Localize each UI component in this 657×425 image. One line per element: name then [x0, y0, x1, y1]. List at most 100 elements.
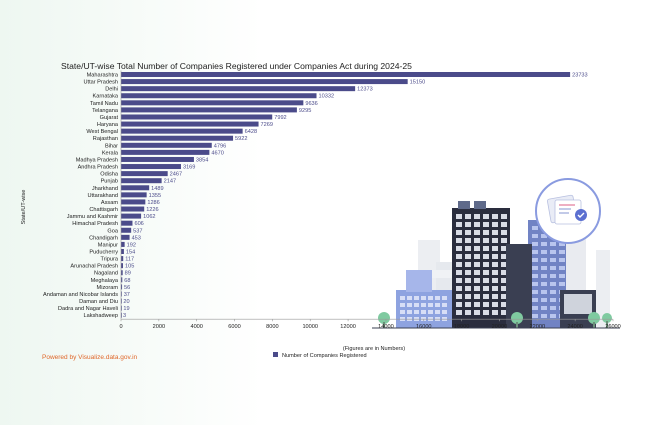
bar[interactable] [121, 284, 123, 290]
bar[interactable] [121, 156, 194, 162]
data-label: 56 [124, 285, 130, 291]
data-label: 1286 [147, 200, 159, 206]
category-label: Meghalaya [91, 278, 119, 284]
data-label: 37 [124, 292, 130, 298]
bar[interactable] [121, 86, 356, 92]
bar[interactable] [121, 135, 234, 141]
bar[interactable] [121, 241, 125, 247]
category-label: Maharashtra [87, 73, 119, 79]
bar[interactable] [121, 277, 123, 283]
x-tick-label: 20000 [492, 324, 508, 330]
data-label: 1062 [143, 214, 155, 220]
bar[interactable] [121, 164, 181, 170]
category-label: Rajasthan [93, 136, 118, 142]
data-label: 5922 [235, 136, 247, 142]
bar[interactable] [121, 227, 132, 233]
category-label: Jammu and Kashmir [67, 214, 118, 220]
category-label: Assam [101, 200, 118, 206]
bar[interactable] [121, 171, 168, 177]
category-label: Delhi [105, 87, 118, 93]
data-label: 68 [124, 278, 130, 284]
bar[interactable] [121, 291, 122, 297]
bar[interactable] [121, 298, 122, 304]
x-tick-label: 22000 [530, 324, 546, 330]
bar[interactable] [121, 72, 571, 77]
data-label: 3854 [196, 157, 208, 163]
data-label: 89 [125, 271, 131, 277]
bar[interactable] [121, 206, 145, 212]
city-illustration [372, 178, 620, 329]
bar[interactable] [121, 93, 317, 99]
bar[interactable] [121, 142, 212, 148]
bar[interactable] [121, 114, 273, 120]
category-label: Lakshadweep [83, 313, 118, 319]
category-label: Madhya Pradesh [76, 157, 118, 163]
bar[interactable] [121, 256, 124, 262]
category-label: Daman and Diu [79, 299, 118, 305]
bar[interactable] [121, 107, 297, 113]
bar[interactable] [121, 305, 122, 311]
data-label: 2467 [170, 172, 182, 178]
data-label: 2147 [164, 179, 176, 185]
data-label: 19 [123, 306, 129, 312]
data-label: 10332 [319, 94, 335, 100]
bar[interactable] [121, 128, 243, 134]
bar[interactable] [121, 234, 130, 240]
category-label: Chandigarh [89, 235, 118, 241]
category-label: Karnataka [93, 94, 119, 100]
bar[interactable] [121, 199, 146, 205]
powered-by-credit: Powered by Visualize.data.gov.in [42, 354, 138, 361]
x-tick-label: 16000 [416, 324, 432, 330]
data-label: 23733 [572, 73, 588, 79]
data-label: 1226 [146, 207, 158, 213]
x-tick-label: 8000 [266, 324, 278, 330]
data-label: 453 [132, 235, 141, 241]
bar[interactable] [121, 249, 124, 254]
bar[interactable] [121, 263, 123, 269]
category-label: Uttar Pradesh [83, 80, 118, 86]
bar[interactable] [121, 178, 162, 184]
data-label: 7269 [261, 122, 273, 128]
data-label: 105 [125, 264, 134, 270]
x-tick-label: 18000 [454, 324, 470, 330]
category-label: Gujarat [100, 115, 119, 121]
category-label: Punjab [101, 179, 118, 185]
bar[interactable] [121, 213, 142, 219]
bar[interactable] [121, 312, 122, 318]
bar[interactable] [121, 220, 133, 226]
bar[interactable] [121, 79, 408, 85]
bar[interactable] [121, 192, 147, 198]
bar[interactable] [121, 149, 210, 155]
category-label: Haryana [97, 122, 119, 128]
data-label: 3 [123, 313, 126, 319]
data-label: 4796 [214, 143, 226, 149]
category-label: Nagaland [94, 271, 118, 277]
y-axis-title: State/UT-wise [21, 190, 27, 225]
bar[interactable] [121, 100, 304, 106]
category-label: Goa [107, 228, 118, 234]
bar[interactable] [121, 270, 123, 276]
x-tick-label: 0 [119, 324, 122, 330]
category-label: Himachal Pradesh [72, 221, 118, 227]
data-label: 117 [125, 257, 134, 263]
x-tick-label: 24000 [567, 324, 583, 330]
category-label: Arunachal Pradesh [70, 264, 118, 270]
category-label: Mizoram [97, 285, 119, 291]
data-label: 537 [133, 228, 142, 234]
category-label: Andaman and Nicobar Islands [43, 292, 118, 298]
data-label: 1489 [151, 186, 163, 192]
bar[interactable] [121, 185, 150, 191]
category-label: Jharkhand [92, 186, 118, 192]
category-label: Tripura [100, 257, 118, 263]
bar[interactable] [121, 121, 259, 127]
data-label: 20 [123, 299, 129, 305]
category-label: Odisha [100, 172, 119, 178]
legend-swatch [273, 352, 278, 357]
x-tick-label: 12000 [340, 324, 356, 330]
category-label: Manipur [98, 242, 118, 248]
x-tick-label: 2000 [153, 324, 165, 330]
data-label: 12373 [357, 87, 373, 93]
category-label: Telangana [92, 108, 119, 114]
category-label: Tamil Nadu [90, 101, 118, 107]
